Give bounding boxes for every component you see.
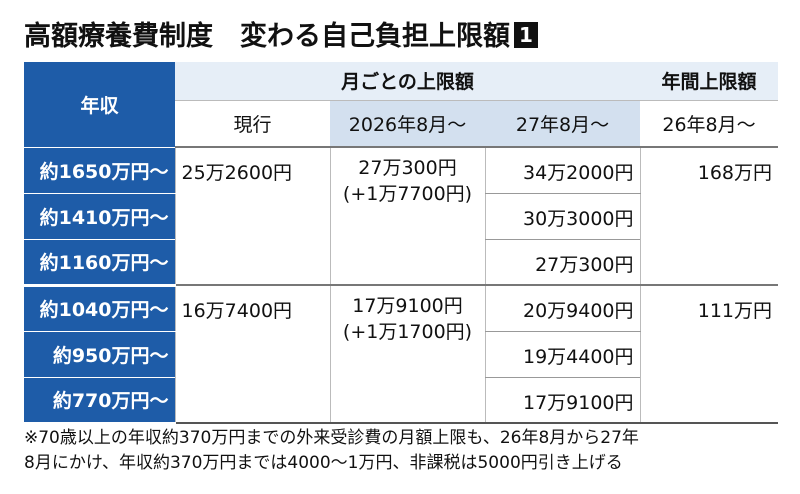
header-monthly: 月ごとの上限額 bbox=[175, 62, 641, 101]
from2026-cell: 27万300円 (+1万7700円) bbox=[329, 147, 485, 286]
from27-cell: 27万300円 bbox=[484, 239, 641, 286]
current-cell: 16万7400円 bbox=[174, 285, 330, 424]
from27-cell: 30万3000円 bbox=[484, 193, 641, 240]
header-col: 現行 bbox=[175, 100, 330, 148]
from2026-line: (+1万7700円) bbox=[342, 183, 473, 205]
from27-cell: 17万9100円 bbox=[484, 377, 641, 424]
current-cell: 25万2600円 bbox=[174, 147, 330, 286]
income-cell: 約1160万円〜 bbox=[24, 239, 175, 287]
header-income: 年収 bbox=[24, 62, 175, 148]
row: 約1040万円〜 16万7400円 17万9100円 (+1万1700円) 20万940… bbox=[24, 285, 779, 424]
income-cell: 約1040万円〜 bbox=[24, 285, 175, 332]
from2026-line: 27万300円 bbox=[358, 157, 457, 179]
table-body: 約1650万円〜 25万2600円 27万300円 (+1万7700円) 34万2000… bbox=[24, 147, 779, 425]
badge: 1 bbox=[514, 22, 538, 48]
annual-cell: 168万円 bbox=[639, 147, 779, 286]
table: 年収 月ごとの上限額 年間上限額 現行 2026年8月〜 27年8月〜 26年8… bbox=[24, 62, 779, 425]
footnote: ※70歳以上の年収約370万円までの外来受診費の月額上限も、26年8月から27年… bbox=[24, 426, 639, 476]
header-annual: 年間上限額 bbox=[640, 62, 779, 101]
from27-cell: 19万4400円 bbox=[484, 331, 641, 378]
footnote-line: 8月にかけ、年収約370万円までは4000〜1万円、非課税は5000円引き上げる bbox=[24, 453, 623, 473]
row: 約950万円〜 19万4400円 bbox=[24, 331, 778, 378]
title-text: 高額療養費制度 変わる自己負担上限額 bbox=[24, 21, 510, 52]
header-col: 2026年8月〜 bbox=[330, 100, 485, 148]
header-col: 27年8月〜 bbox=[485, 100, 641, 148]
header-col: 26年8月〜 bbox=[640, 100, 779, 148]
row: 約1160万円〜 27万300円 bbox=[24, 239, 778, 287]
income-cell: 約1410万円〜 bbox=[24, 193, 175, 240]
income-cell: 約950万円〜 bbox=[24, 331, 175, 378]
from2026-line: 17万9100円 bbox=[352, 295, 463, 317]
row: 約1410万円〜 30万3000円 bbox=[24, 193, 778, 240]
from27-cell: 20万9400円 bbox=[484, 285, 641, 332]
from2026-cell: 17万9100円 (+1万1700円) bbox=[329, 285, 485, 424]
from2026-line: (+1万1700円) bbox=[342, 321, 473, 343]
title: 高額療養費制度 変わる自己負担上限額 1 bbox=[24, 14, 538, 53]
annual-cell: 111万円 bbox=[639, 285, 779, 424]
from27-cell: 34万2000円 bbox=[484, 147, 641, 194]
row: 約1650万円〜 25万2600円 27万300円 (+1万7700円) 34万2000… bbox=[24, 147, 779, 286]
footnote-line: ※70歳以上の年収約370万円までの外来受診費の月額上限も、26年8月から27年 bbox=[24, 428, 639, 448]
income-cell: 約1650万円〜 bbox=[24, 147, 175, 194]
row: 約770万円〜 17万9100円 bbox=[24, 377, 778, 425]
income-cell: 約770万円〜 bbox=[24, 377, 175, 425]
